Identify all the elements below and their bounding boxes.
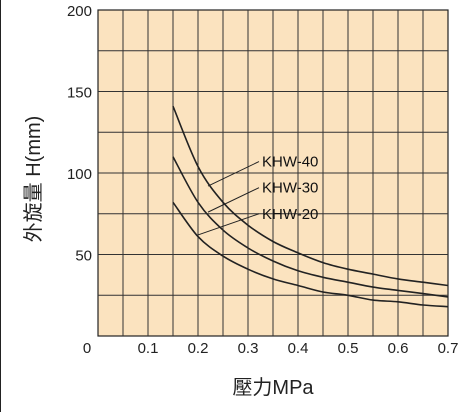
series-line-khw-20 xyxy=(172,201,449,308)
x-tick-label: 0.5 xyxy=(338,340,359,357)
x-tick-label: 0.2 xyxy=(188,340,209,357)
leader-line-khw-20 xyxy=(197,213,260,236)
leader-line-khw-30 xyxy=(207,187,260,213)
x-axis-label: 壓力MPa xyxy=(232,376,314,399)
series-label-khw-20: KHW-20 xyxy=(262,206,318,223)
leader-line-khw-40 xyxy=(207,161,260,187)
series-label-khw-40: KHW-40 xyxy=(262,154,318,171)
series-label-khw-30: KHW-30 xyxy=(262,180,318,197)
y-tick-label: 200 xyxy=(67,3,92,20)
x-tick-label: 0 xyxy=(83,340,91,357)
y-tick-label: 150 xyxy=(67,85,92,102)
label-leader-lines xyxy=(197,161,260,236)
y-axis-label: 外旋量 H(mm) xyxy=(22,116,45,243)
x-tick-label: 0.6 xyxy=(388,340,409,357)
x-tick-label: 0.7 xyxy=(438,340,459,357)
x-tick-label: 0.1 xyxy=(138,340,159,357)
x-tick-label: 0.4 xyxy=(288,340,309,357)
x-tick-label: 0.3 xyxy=(238,340,259,357)
series-line-khw-30 xyxy=(172,156,449,298)
y-tick-label: 50 xyxy=(75,248,92,265)
y-tick-labels: 200 150 100 50 xyxy=(67,3,92,265)
y-tick-label: 100 xyxy=(67,166,92,183)
grid-lines xyxy=(98,10,448,336)
series-curves xyxy=(172,105,449,308)
x-tick-labels: 0 0.1 0.2 0.3 0.4 0.5 0.6 0.7 xyxy=(83,340,459,357)
series-labels: KHW-40 KHW-30 KHW-20 xyxy=(262,154,318,223)
series-line-khw-40 xyxy=(172,105,449,287)
